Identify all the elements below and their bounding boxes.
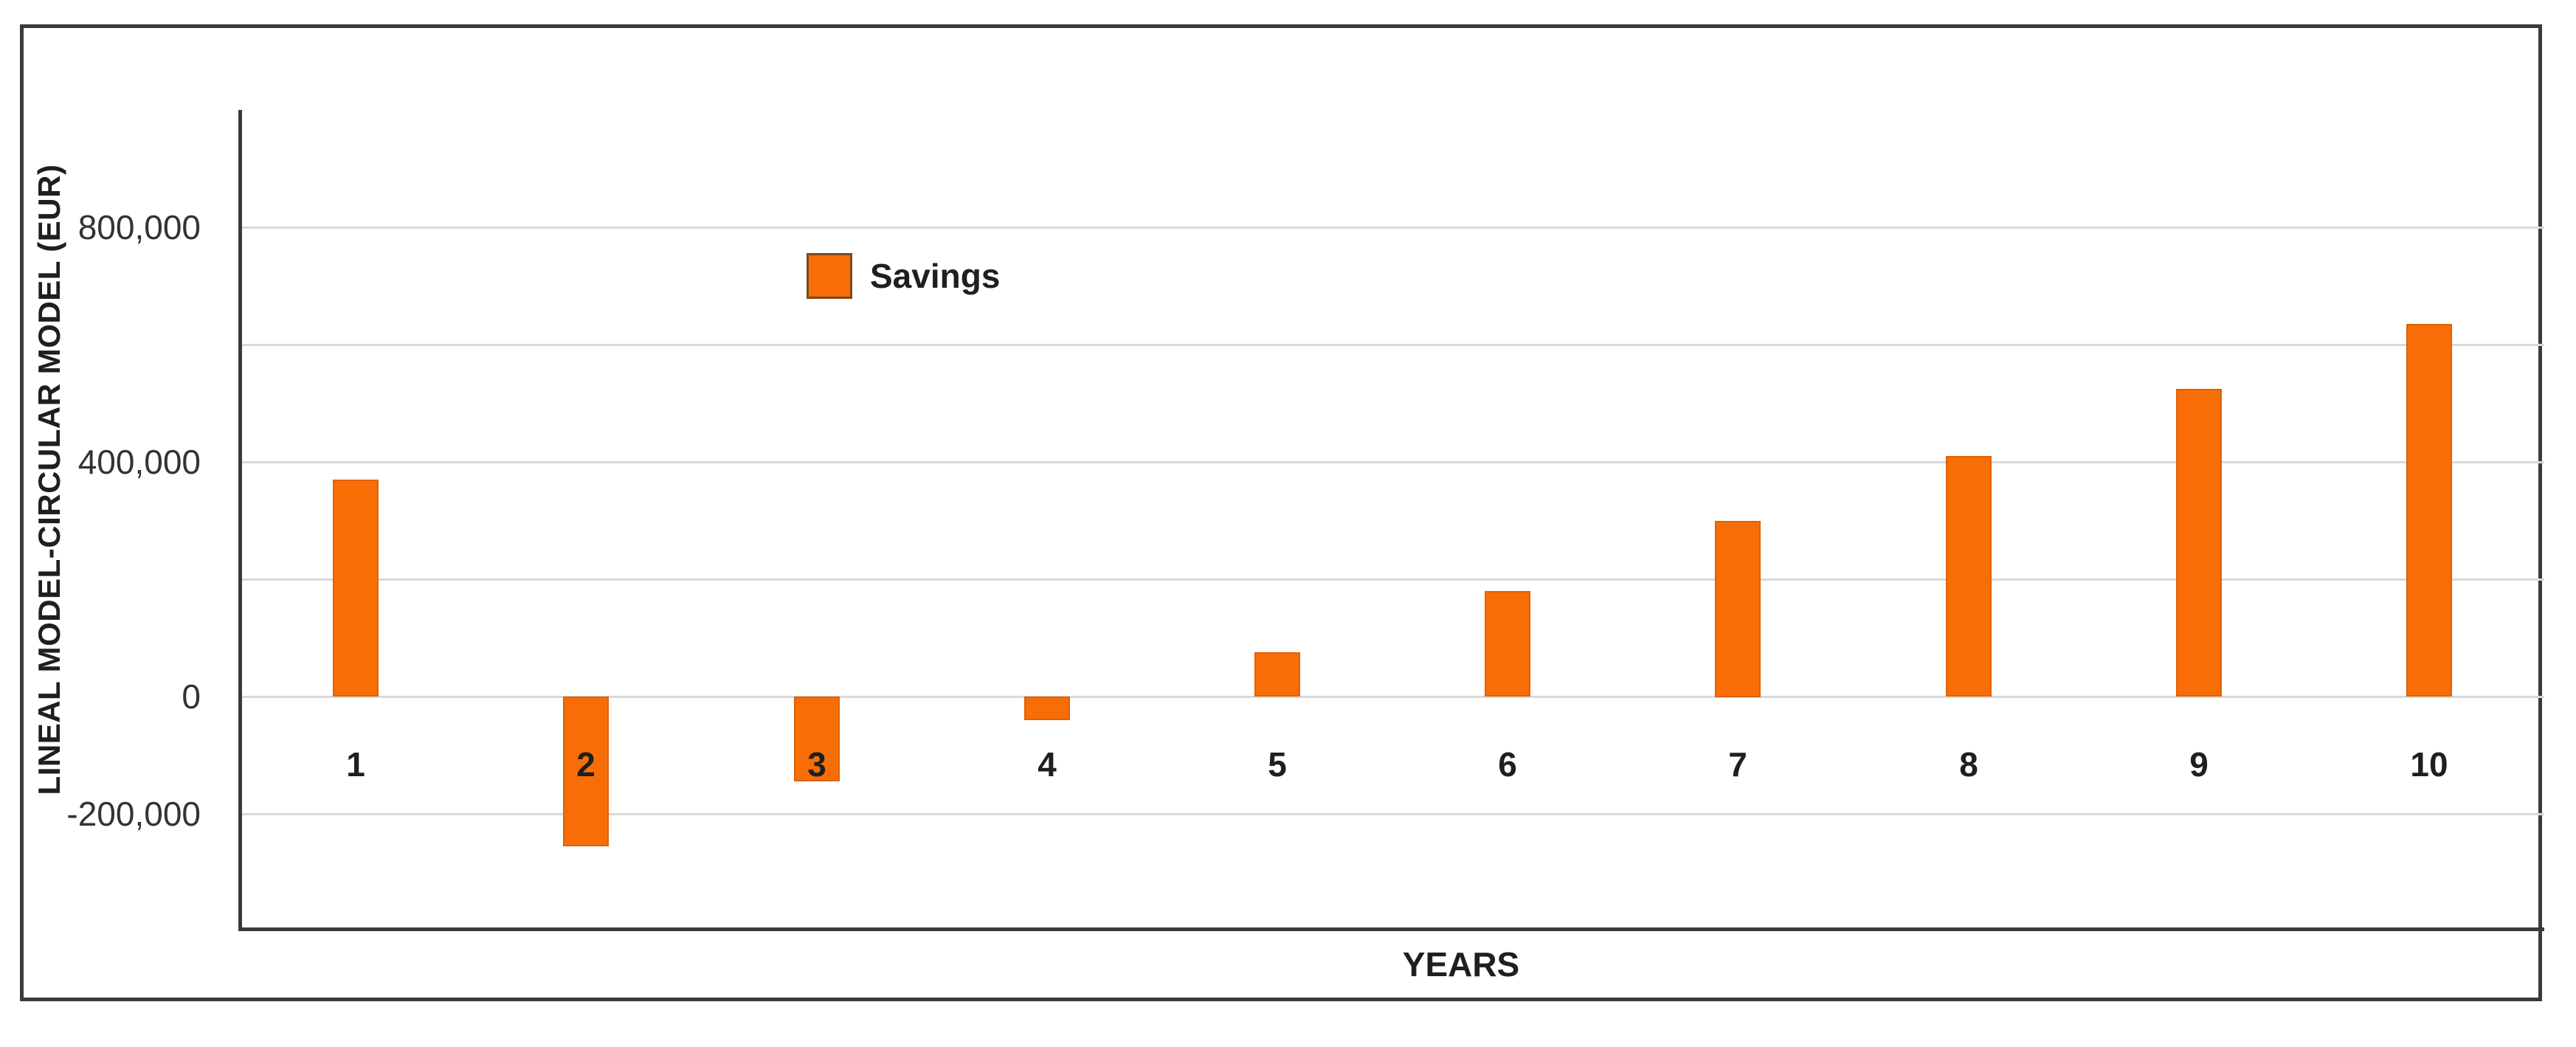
bar-year-3	[794, 697, 840, 781]
gridline-800000	[241, 227, 2544, 229]
bar-year-7	[1715, 521, 1761, 697]
x-category-label-1: 1	[346, 745, 365, 784]
bar-year-8	[1946, 456, 1992, 697]
bar-year-1	[333, 480, 379, 697]
x-category-label-9: 9	[2189, 745, 2209, 784]
y-axis-line	[238, 110, 242, 931]
gridline-200000	[241, 578, 2544, 581]
x-category-label-4: 4	[1037, 745, 1057, 784]
legend: Savings	[807, 253, 1000, 299]
bar-year-9	[2176, 389, 2222, 697]
bar-year-6	[1485, 591, 1530, 697]
gridline-0	[241, 696, 2544, 698]
y-tick-label-400000: 400,000	[77, 443, 201, 481]
x-category-label-6: 6	[1498, 745, 1517, 784]
x-axis-line	[238, 927, 2544, 931]
y-tick-label-800000: 800,000	[77, 208, 201, 246]
x-axis-title: YEARS	[1402, 945, 1520, 984]
bar-year-5	[1254, 652, 1300, 697]
bar-year-10	[2406, 324, 2452, 697]
legend-label: Savings	[870, 257, 1001, 295]
x-category-label-2: 2	[576, 745, 595, 784]
gridline-400000	[241, 461, 2544, 463]
gridline--200000	[241, 813, 2544, 815]
x-category-label-10: 10	[2410, 745, 2448, 784]
legend-swatch-savings	[807, 253, 852, 299]
gridline-600000	[241, 344, 2544, 346]
bar-year-4	[1024, 697, 1070, 720]
bar-year-2	[563, 697, 609, 846]
x-category-label-8: 8	[1959, 745, 1978, 784]
x-category-label-3: 3	[807, 745, 826, 784]
y-axis-title: LINEAL MODEL-CIRCULAR MODEL (EUR)	[32, 164, 66, 795]
x-category-label-7: 7	[1728, 745, 1747, 784]
y-tick-label--200000: -200,000	[66, 795, 201, 833]
chart-frame	[20, 24, 2542, 1001]
y-tick-label-0: 0	[182, 677, 201, 716]
x-category-label-5: 5	[1268, 745, 1287, 784]
